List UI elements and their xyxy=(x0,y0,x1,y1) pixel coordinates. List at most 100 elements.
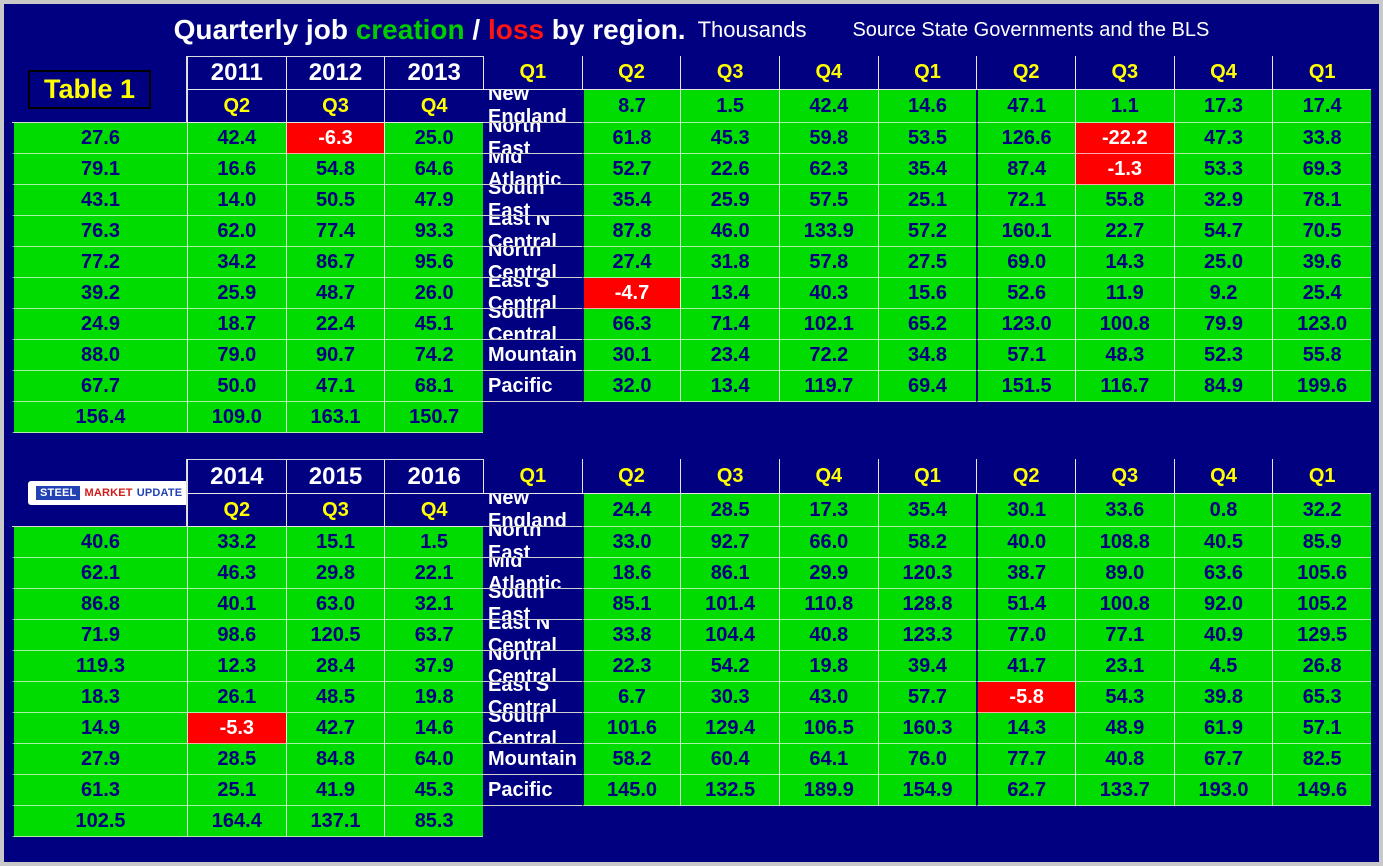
value-cell: 128.8 xyxy=(877,589,977,620)
value-cell: 25.1 xyxy=(877,185,977,216)
table-1-label: Table 1 xyxy=(28,69,152,109)
value-cell: 72.2 xyxy=(778,340,878,371)
value-cell: 105.6 xyxy=(1272,558,1371,589)
value-cell: 35.4 xyxy=(877,154,977,185)
value-cell: 12.3 xyxy=(187,651,286,682)
value-cell: -6.3 xyxy=(285,123,385,154)
quarter-header: Q2 xyxy=(976,459,1075,494)
value-cell: 76.0 xyxy=(877,744,977,775)
quarter-header: Q3 xyxy=(680,56,779,90)
value-cell: 27.6 xyxy=(12,123,187,154)
value-cell: 32.0 xyxy=(581,371,681,402)
value-cell: 17.4 xyxy=(1272,90,1371,123)
value-cell: 193.0 xyxy=(1173,775,1273,806)
value-cell: 55.8 xyxy=(1074,185,1174,216)
value-cell: 15.1 xyxy=(285,527,385,558)
quarter-header: Q4 xyxy=(384,494,483,527)
region-label: South East xyxy=(482,185,582,216)
title-loss-word: loss xyxy=(487,14,545,45)
value-cell: 47.9 xyxy=(384,185,483,216)
value-cell: 79.0 xyxy=(187,340,286,371)
value-cell: 40.6 xyxy=(12,527,187,558)
value-cell: 9.2 xyxy=(1173,278,1273,309)
quarter-header: Q3 xyxy=(1074,56,1174,90)
value-cell: 164.4 xyxy=(187,806,286,837)
value-cell: 40.5 xyxy=(1173,527,1273,558)
value-cell: 48.3 xyxy=(1074,340,1174,371)
title-slash: / xyxy=(464,14,488,45)
value-cell: 33.2 xyxy=(187,527,286,558)
value-cell: 54.8 xyxy=(285,154,385,185)
value-cell: 43.0 xyxy=(778,682,878,713)
region-label: North East xyxy=(482,527,582,558)
value-cell: 98.6 xyxy=(187,620,286,651)
year-header-2015: 2015 xyxy=(285,459,385,494)
value-cell: 29.9 xyxy=(778,558,878,589)
value-cell: 86.8 xyxy=(12,589,187,620)
value-cell: 87.4 xyxy=(976,154,1075,185)
value-cell: 132.5 xyxy=(680,775,779,806)
value-cell: 42.4 xyxy=(778,90,878,123)
title-source: Source State Governments and the BLS xyxy=(852,18,1210,41)
value-cell: 39.2 xyxy=(12,278,187,309)
steel-market-update-logo: STEEL MARKET UPDATE xyxy=(28,480,186,505)
value-cell: 1.5 xyxy=(384,527,483,558)
region-label: Mountain xyxy=(482,340,582,371)
value-cell: 60.4 xyxy=(680,744,779,775)
value-cell: 102.5 xyxy=(12,806,187,837)
value-cell: 50.0 xyxy=(187,371,286,402)
title-suffix: by region. xyxy=(544,14,686,45)
value-cell: 101.4 xyxy=(680,589,779,620)
value-cell: 87.8 xyxy=(581,216,681,247)
quarter-header: Q2 xyxy=(187,90,286,123)
region-label: Mountain xyxy=(482,744,582,775)
year-header-2013: 2013 xyxy=(384,56,483,90)
value-cell: 37.9 xyxy=(384,651,483,682)
quarter-header: Q3 xyxy=(285,90,385,123)
value-cell: 92.0 xyxy=(1173,589,1273,620)
logo-word-update: UPDATE xyxy=(136,486,183,499)
value-cell: 68.1 xyxy=(384,371,483,402)
year-header-2016: 2016 xyxy=(384,459,483,494)
value-cell: 86.7 xyxy=(285,247,385,278)
value-cell: 1.5 xyxy=(680,90,779,123)
value-cell: 66.3 xyxy=(581,309,681,340)
value-cell: 0.8 xyxy=(1173,494,1273,527)
value-cell: 61.3 xyxy=(12,775,187,806)
value-cell: 145.0 xyxy=(581,775,681,806)
value-cell: 151.5 xyxy=(976,371,1075,402)
value-cell: 199.6 xyxy=(1272,371,1371,402)
value-cell: 59.8 xyxy=(778,123,878,154)
value-cell: 29.8 xyxy=(285,558,385,589)
region-label: North Central xyxy=(482,247,582,278)
value-cell: 85.9 xyxy=(1272,527,1371,558)
value-cell: 123.3 xyxy=(877,620,977,651)
value-cell: 77.0 xyxy=(976,620,1075,651)
value-cell: 64.6 xyxy=(384,154,483,185)
value-cell: 66.0 xyxy=(778,527,878,558)
year-header-2014: 2014 xyxy=(187,459,286,494)
region-label: New England xyxy=(482,494,582,527)
value-cell: 27.9 xyxy=(12,744,187,775)
value-cell: 48.9 xyxy=(1074,713,1174,744)
value-cell: -22.2 xyxy=(1074,123,1174,154)
value-cell: 25.0 xyxy=(384,123,483,154)
value-cell: 19.8 xyxy=(384,682,483,713)
value-cell: 149.6 xyxy=(1272,775,1371,806)
value-cell: 18.7 xyxy=(187,309,286,340)
value-cell: 62.3 xyxy=(778,154,878,185)
value-cell: 123.0 xyxy=(976,309,1075,340)
value-cell: 40.8 xyxy=(1074,744,1174,775)
value-cell: 40.3 xyxy=(778,278,878,309)
value-cell: 51.4 xyxy=(976,589,1075,620)
value-cell: 26.8 xyxy=(1272,651,1371,682)
value-cell: 64.1 xyxy=(778,744,878,775)
value-cell: 25.1 xyxy=(187,775,286,806)
value-cell: 17.3 xyxy=(778,494,878,527)
value-cell: 8.7 xyxy=(581,90,681,123)
quarter-header: Q2 xyxy=(187,494,286,527)
quarter-header: Q4 xyxy=(1173,459,1273,494)
value-cell: 150.7 xyxy=(384,402,483,433)
value-cell: 120.5 xyxy=(285,620,385,651)
value-cell: 137.1 xyxy=(285,806,385,837)
